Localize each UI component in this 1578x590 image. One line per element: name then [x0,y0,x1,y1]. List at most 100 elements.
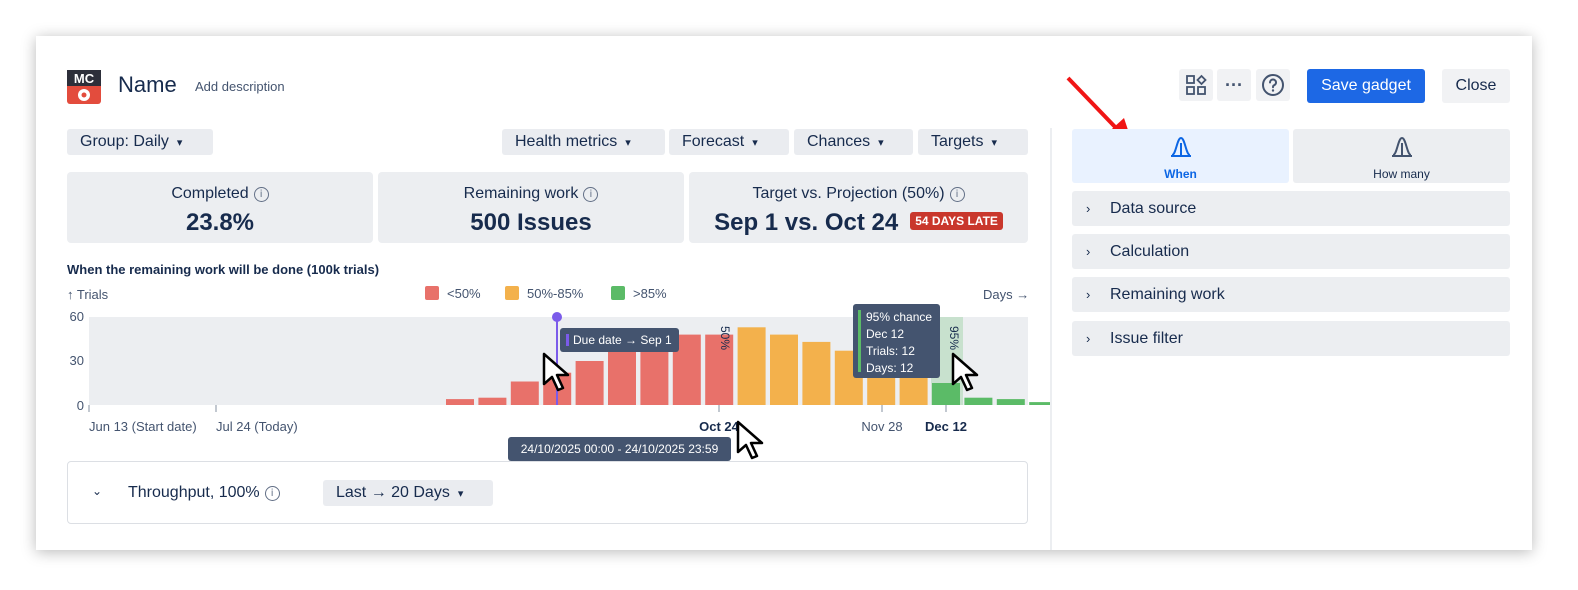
chevron-down-icon[interactable]: ⌄ [92,484,103,498]
histogram-bar[interactable] [737,327,766,405]
chevron-right-icon: › [1086,287,1091,302]
histogram-bar[interactable] [446,399,474,405]
completed-label: Completed [171,185,249,202]
svg-text:MC: MC [74,71,95,86]
info-icon[interactable]: i [583,187,599,202]
x-tick: Jun 13 (Start date) [89,419,197,434]
histogram-bar[interactable] [932,383,960,405]
remaining-stat: Remaining work i 500 Issues [378,172,684,243]
section-remaining-work[interactable]: › Remaining work [1072,277,1510,312]
health-metrics-dropdown[interactable]: Health metrics ▾ [502,129,665,155]
more-button[interactable]: ··· [1217,69,1251,101]
histogram-bar[interactable] [964,397,993,405]
tooltip-line: Dec 12 [866,327,905,341]
tooltip-line: 95% chance [866,310,933,324]
target-value: Sep 1 vs. Oct 24 [714,209,899,236]
histogram-bar[interactable] [770,334,798,405]
histogram-bar[interactable] [996,399,1025,405]
range-tooltip: 24/10/2025 00:00 - 24/10/2025 23:59 [508,437,731,461]
chevron-down-icon: ▾ [878,136,884,149]
legend-lt50: <50% [425,286,481,301]
legend-swatch [611,286,625,300]
section-label: Calculation [1110,242,1190,260]
chevron-down-icon: ▾ [176,136,183,149]
save-gadget-button[interactable]: Save gadget [1307,69,1425,103]
chevron-right-icon: › [1086,244,1091,259]
histogram-bar[interactable] [705,334,734,405]
throughput-label: Throughput, 100% i [128,484,280,502]
y-tick: 60 [70,309,84,324]
help-icon [1262,74,1284,96]
forecast-label: Forecast [682,133,745,150]
info-icon[interactable]: i [253,187,269,202]
cursor-icon [736,420,764,460]
info-icon[interactable]: i [264,486,280,501]
histogram-bar[interactable] [1029,402,1050,405]
add-description-link[interactable]: Add description [195,79,285,94]
cursor-icon [542,352,570,392]
section-label: Remaining work [1110,285,1225,303]
throughput-period-dropdown[interactable]: Last → 20 Days ▾ [323,480,493,506]
section-data-source[interactable]: › Data source [1072,191,1510,226]
histogram-bar[interactable] [478,397,507,405]
distribution-icon [1170,136,1191,157]
targets-dropdown[interactable]: Targets ▾ [918,129,1028,155]
chart-title: When the remaining work will be done (10… [67,262,380,277]
chevron-down-icon: ▾ [991,136,997,149]
due-date-tooltip: Due date → Sep 1 [560,328,679,352]
distribution-icon [1391,136,1412,157]
section-issue-filter[interactable]: › Issue filter [1072,321,1510,356]
target-stat: Target vs. Projection (50%) i Sep 1 vs. O… [689,172,1028,243]
cursor-icon [951,352,979,392]
due-date-marker[interactable] [552,312,562,322]
due-date-tooltip-text: Due date → Sep 1 [573,333,672,347]
legend-gt85: >85% [611,286,667,301]
chances-dropdown[interactable]: Chances ▾ [794,129,913,155]
completed-value: 23.8% [185,209,255,236]
tab-when[interactable]: When [1072,129,1289,183]
histogram-bar[interactable] [802,341,831,405]
throughput-label-text: Throughput, 100% [128,484,260,501]
chevron-down-icon: ▾ [752,136,758,149]
info-icon[interactable]: i [949,187,965,202]
gadget-title[interactable]: Name [118,72,177,97]
panel-divider [1050,128,1052,550]
hover-tooltip: 95% chance Dec 12 Trials: 12 Days: 12 [853,304,940,378]
widgets-icon [1186,74,1207,95]
tooltip-line: Days: 12 [866,361,914,375]
histogram-bar[interactable] [510,381,539,406]
legend-label: <50% [447,286,481,301]
target-label: Target vs. Projection (50%) [752,185,945,202]
chevron-right-icon: › [1086,201,1091,216]
completed-stat: Completed i 23.8% [67,172,373,243]
widgets-button[interactable] [1179,69,1213,101]
chevron-down-icon: ▾ [457,487,464,500]
throughput-period-label: Last → 20 Days [336,484,450,501]
chances-label: Chances [807,133,871,150]
group-dropdown[interactable]: Group: Daily ▾ [67,129,213,155]
histogram-bar[interactable] [575,361,604,405]
group-dropdown-label: Group: Daily [80,133,169,150]
x-tick: Jul 24 (Today) [216,419,298,434]
chevron-down-icon: ▾ [625,136,631,149]
section-label: Issue filter [1110,329,1183,347]
tab-how-many[interactable]: How many [1293,129,1510,183]
legend-swatch [425,286,439,300]
legend-label: >85% [633,286,667,301]
help-button[interactable] [1256,69,1290,101]
close-button[interactable]: Close [1442,69,1510,103]
chevron-right-icon: › [1086,331,1091,346]
health-metrics-label: Health metrics [515,133,618,150]
histogram-bar[interactable] [608,346,636,405]
x-axis-label: Days → [983,287,1030,302]
late-badge: 54 DAYS LATE [910,212,1003,230]
legend-mid: 50%-85% [505,286,583,301]
x-tick: Oct 24 [699,419,740,434]
forecast-dropdown[interactable]: Forecast ▾ [669,129,789,155]
throughput-section: ⌄ Throughput, 100% i Last → 20 Days ▾ [67,461,1028,524]
legend-swatch [505,286,519,300]
tab-when-label: When [1164,167,1197,181]
section-calculation[interactable]: › Calculation [1072,234,1510,269]
forecast-histogram[interactable]: 60 30 0 Jun 13 (Start date) Jul 24 (Toda… [0,0,1050,470]
remaining-label: Remaining work [463,185,579,202]
